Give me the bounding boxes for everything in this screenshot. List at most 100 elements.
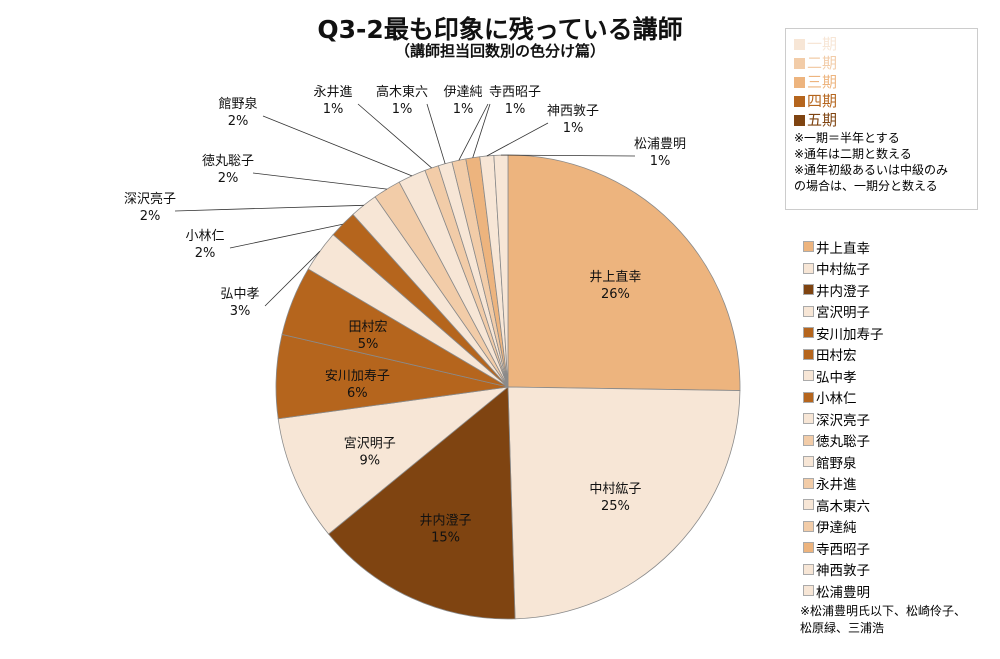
data-label-name: 永井進 [313,85,352,100]
data-label-value: 2% [228,114,249,129]
data-label-name: 中村紘子 [589,482,641,497]
data-label-name: 寺西昭子 [489,85,541,100]
period-legend-item: 三期 [794,73,969,92]
data-label-value: 15% [431,530,460,545]
legend-item: 井内澄子 [803,279,884,301]
period-label: 一期 [807,35,838,53]
legend-label: 寺西昭子 [816,541,870,558]
legend-swatch [803,305,814,317]
data-label-name: 田村宏 [349,320,388,335]
data-label-name: 安川加寿子 [325,369,390,384]
legend-label: 宮沢明子 [816,305,870,322]
legend-item: 高木東六 [803,494,884,516]
legend-label: 館野泉 [816,455,857,472]
legend-swatch [794,39,805,50]
legend-label: 松浦豊明 [816,584,870,601]
legend-label: 中村紘子 [816,262,870,279]
legend-swatch [794,96,805,107]
leader-line [262,115,413,177]
legend-swatch [794,115,805,126]
note-line: ※一期＝半年とする [794,131,900,145]
period-legend-item: 五期 [794,111,969,130]
legend-label: 弘中孝 [816,369,857,386]
note-line: ※通年は二期と数える [794,147,912,161]
legend-label: 深沢亮子 [816,412,870,429]
legend-item: 館野泉 [803,451,884,473]
legend-item: 永井進 [803,473,884,495]
data-label-name: 深沢亮子 [124,191,176,207]
legend-swatch [803,284,814,296]
period-label: 五期 [807,111,838,129]
data-label-name: 高木東六 [376,84,428,100]
legend-swatch [803,477,814,489]
legend-label: 田村宏 [816,348,857,365]
data-label-name: 神西敦子 [547,103,599,119]
leader-line [458,103,489,161]
data-label-value: 1% [650,154,671,169]
legend-item: 弘中孝 [803,365,884,387]
note-line: の場合は、一期分と数える [794,179,938,193]
legend-item: 中村紘子 [803,258,884,280]
legend-label: 小林仁 [816,391,857,408]
legend: 井上直幸中村紘子井内澄子宮沢明子安川加寿子田村宏弘中孝小林仁深沢亮子徳丸聡子館野… [803,236,884,602]
legend-item: 松浦豊明 [803,580,884,602]
legend-item: 徳丸聡子 [803,430,884,452]
data-label-name: 館野泉 [218,96,257,112]
legend-label: 永井進 [816,477,857,494]
data-label-name: 松浦豊明 [634,137,686,152]
pie-slice [507,154,741,391]
legend-label: 安川加寿子 [816,326,884,343]
legend-item: 小林仁 [803,387,884,409]
period-legend-item: 一期 [794,35,969,54]
period-label: 二期 [807,54,838,72]
legend-label: 井内澄子 [816,283,870,300]
legend-swatch [803,262,814,274]
period-label: 三期 [807,73,838,91]
legend-item: 田村宏 [803,344,884,366]
leader-line [500,154,636,157]
leader-line [229,223,343,249]
legend-swatch [803,499,814,511]
legend-item: 神西敦子 [803,559,884,581]
data-label-value: 1% [505,102,526,117]
legend-swatch [803,434,814,446]
legend-label: 井上直幸 [816,240,870,257]
legend-swatch [803,542,814,554]
legend-label: 神西敦子 [816,563,870,580]
legend-label: 徳丸聡子 [816,434,870,451]
data-label-name: 伊達純 [443,85,482,100]
legend-item: 伊達純 [803,516,884,538]
data-label-name: 小林仁 [185,229,224,244]
legend-item: 安川加寿子 [803,322,884,344]
data-label-name: 徳丸聡子 [202,154,254,169]
footnote: ※松浦豊明氏以下、松崎伶子、 松原緑、三浦浩 [800,603,966,637]
period-label: 四期 [807,92,838,110]
data-label-value: 1% [323,102,344,117]
leader-line [486,122,549,157]
data-label-value: 25% [601,499,630,514]
legend-item: 宮沢明子 [803,301,884,323]
legend-swatch [794,77,805,88]
data-label-value: 2% [140,209,161,224]
data-label-value: 2% [195,246,216,261]
legend-swatch [803,585,814,597]
legend-swatch [803,391,814,403]
legend-item: 井上直幸 [803,236,884,258]
legend-swatch [803,520,814,532]
legend-label: 伊達純 [816,520,857,537]
legend-swatch [803,456,814,468]
data-label-value: 26% [601,287,630,302]
legend-swatch [803,327,814,339]
legend-swatch [794,58,805,69]
leader-line [357,103,432,169]
period-legend-item: 四期 [794,92,969,111]
data-label-value: 1% [392,102,413,117]
leader-line [174,204,364,212]
data-label-name: 弘中孝 [220,287,259,302]
leader-line [264,250,321,307]
footnote-line: 松原緑、三浦浩 [800,621,885,635]
data-label-name: 井上直幸 [589,270,641,285]
legend-item: 深沢亮子 [803,408,884,430]
legend-swatch [803,370,814,382]
